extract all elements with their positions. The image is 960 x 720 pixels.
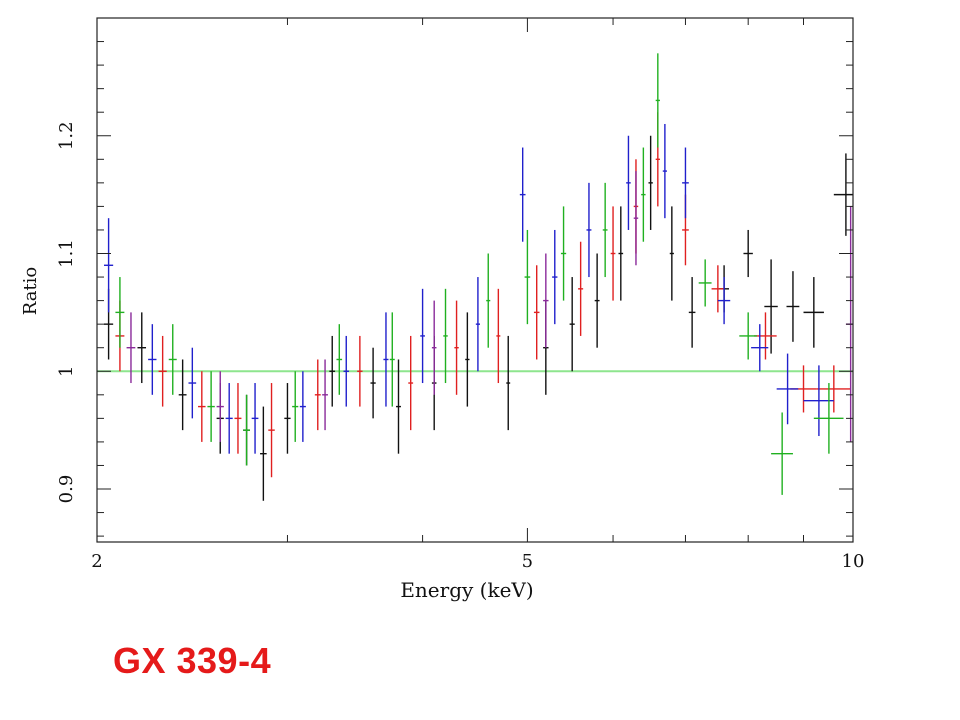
data-point — [343, 335, 350, 407]
data-point — [764, 259, 778, 354]
data-point — [602, 182, 608, 278]
data-point — [594, 253, 600, 348]
data-point — [178, 359, 187, 431]
data-point — [816, 365, 851, 413]
data-point — [115, 277, 125, 348]
plot-border — [96, 17, 854, 543]
data-point — [216, 371, 224, 442]
data-point — [743, 229, 753, 278]
series-1 — [103, 135, 853, 501]
data-point — [552, 229, 558, 325]
data-point — [698, 259, 712, 307]
data-point — [641, 147, 646, 242]
data-series-layer — [103, 53, 853, 501]
y-tick-label: 1 — [56, 366, 77, 377]
data-point — [655, 53, 660, 148]
data-point — [225, 383, 233, 454]
data-point — [420, 288, 425, 384]
data-point — [126, 312, 136, 384]
data-point — [610, 206, 616, 301]
data-point — [560, 206, 567, 301]
data-point — [618, 206, 624, 301]
data-point — [586, 182, 592, 278]
data-point — [454, 300, 459, 395]
data-point — [524, 229, 531, 325]
data-point — [188, 347, 197, 419]
x-tick-label: 2 — [91, 551, 102, 572]
data-point — [465, 312, 470, 407]
data-point — [357, 335, 363, 407]
data-point — [260, 406, 267, 501]
data-point — [148, 324, 157, 395]
data-point — [251, 383, 259, 454]
data-point — [168, 324, 177, 395]
y-tick-label: 1.1 — [56, 239, 77, 268]
data-point — [717, 277, 731, 325]
series-3 — [103, 123, 834, 454]
data-point — [158, 335, 167, 407]
data-point — [329, 335, 336, 407]
data-point — [496, 288, 501, 384]
data-point — [243, 394, 250, 466]
data-point — [396, 359, 401, 454]
data-point — [408, 335, 414, 431]
data-point — [284, 383, 291, 454]
data-point — [569, 277, 575, 372]
data-point — [519, 147, 526, 242]
data-point — [268, 383, 275, 478]
data-point — [626, 135, 631, 230]
data-point — [322, 359, 328, 431]
data-point — [633, 171, 639, 266]
series-4 — [115, 53, 844, 495]
data-point — [370, 347, 376, 419]
spectrum-ratio-plot: 2 5 10 0.9 1 1.1 1.2 Energy (keV) Ratio — [20, 17, 864, 602]
data-point — [813, 383, 844, 454]
data-point — [389, 312, 395, 407]
data-point — [662, 123, 667, 219]
data-point — [383, 312, 389, 407]
data-point — [299, 371, 306, 442]
data-point — [207, 371, 215, 442]
data-point — [475, 277, 481, 372]
data-point — [648, 135, 653, 230]
data-point — [486, 253, 491, 348]
data-point — [669, 206, 674, 301]
data-point — [292, 371, 299, 442]
data-point — [443, 288, 448, 384]
plot-frame — [96, 17, 854, 543]
data-point — [543, 253, 549, 348]
data-point — [751, 324, 769, 372]
data-point — [833, 153, 853, 236]
data-point — [103, 218, 114, 313]
data-point — [533, 265, 540, 360]
series-5 — [126, 171, 853, 442]
y-tick-label: 1.2 — [56, 121, 77, 150]
data-point — [198, 371, 206, 442]
series-2 — [115, 112, 851, 478]
data-point — [711, 265, 725, 313]
data-point — [776, 353, 799, 425]
data-point — [234, 383, 242, 454]
data-point — [506, 335, 511, 431]
y-axis-label: Ratio — [20, 267, 41, 316]
data-point — [578, 241, 584, 336]
data-point — [682, 147, 689, 219]
y-tick-label: 0.9 — [56, 475, 77, 504]
data-point — [771, 412, 793, 495]
data-point — [314, 359, 321, 431]
x-tick-label: 5 — [522, 551, 533, 572]
x-axis-label: Energy (keV) — [400, 578, 533, 602]
data-point — [754, 312, 777, 360]
source-name-label: GX 339-4 — [113, 640, 272, 681]
data-point — [803, 277, 824, 348]
data-point — [431, 300, 437, 395]
axis-labels: Energy (keV) Ratio — [20, 267, 534, 602]
data-point — [739, 312, 757, 360]
axis-ticks: 2 5 10 0.9 1 1.1 1.2 — [56, 18, 864, 572]
data-point — [336, 324, 343, 395]
data-point — [137, 312, 147, 384]
x-tick-label: 10 — [842, 551, 865, 572]
data-point — [786, 271, 800, 342]
data-point — [688, 277, 696, 348]
